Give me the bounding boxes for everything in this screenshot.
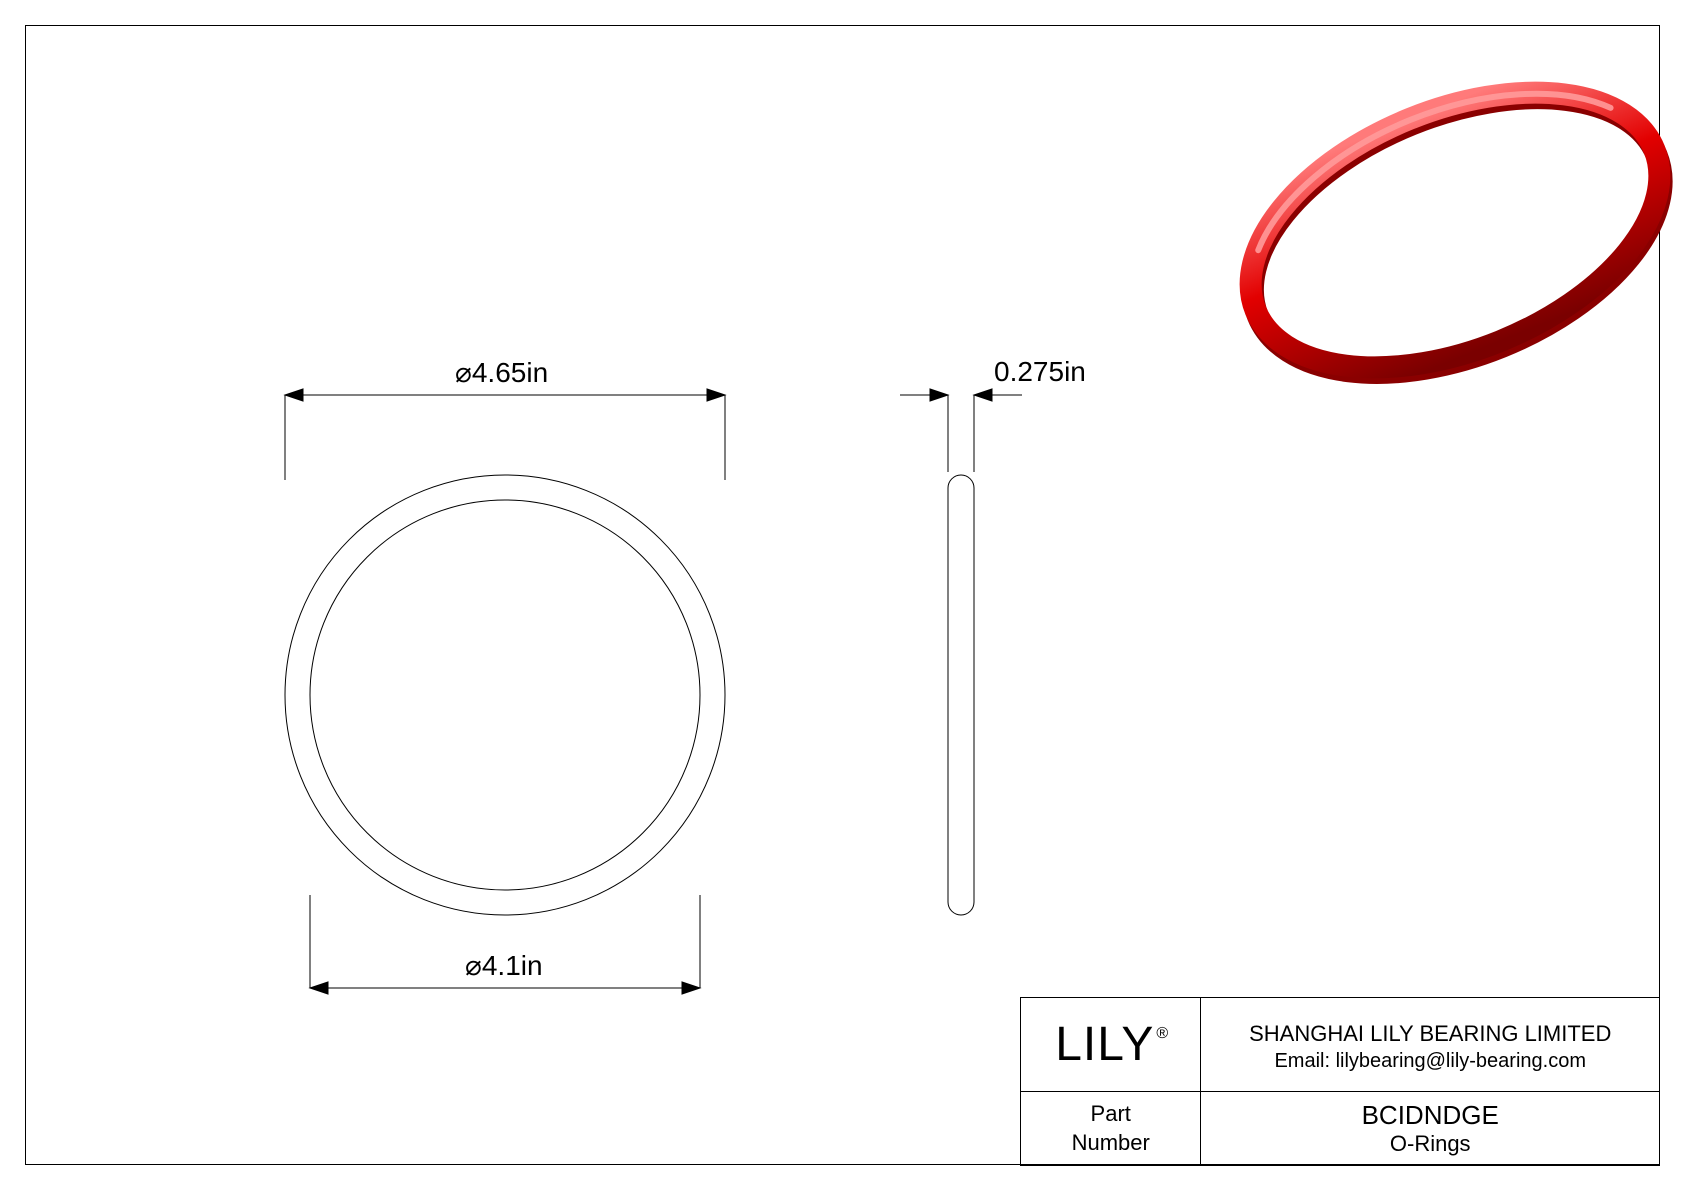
part-label-cell: Part Number bbox=[1021, 1092, 1201, 1166]
company-cell: SHANGHAI LILY BEARING LIMITED Email: lil… bbox=[1201, 998, 1660, 1092]
part-number-cell: BCIDNDGE O-Rings bbox=[1201, 1092, 1660, 1166]
part-number-value: BCIDNDGE bbox=[1201, 1100, 1659, 1131]
email-label: Email: bbox=[1274, 1050, 1335, 1072]
part-description: O-Rings bbox=[1201, 1131, 1659, 1157]
logo-registered: ® bbox=[1156, 1025, 1168, 1042]
logo-text: LILY bbox=[1055, 1018, 1154, 1071]
company-name: SHANGHAI LILY BEARING LIMITED bbox=[1201, 1017, 1659, 1050]
drawing-canvas: ⌀4.65in ⌀4.1in 0.275in bbox=[0, 0, 1684, 1191]
company-email-line: Email: lilybearing@lily-bearing.com bbox=[1201, 1050, 1659, 1073]
part-label-line2: Number bbox=[1021, 1129, 1200, 1158]
title-block: LILY® SHANGHAI LILY BEARING LIMITED Emai… bbox=[1020, 997, 1660, 1166]
part-label-line1: Part bbox=[1021, 1100, 1200, 1129]
logo-cell: LILY® bbox=[1021, 998, 1201, 1092]
email-value: lilybearing@lily-bearing.com bbox=[1336, 1050, 1586, 1072]
